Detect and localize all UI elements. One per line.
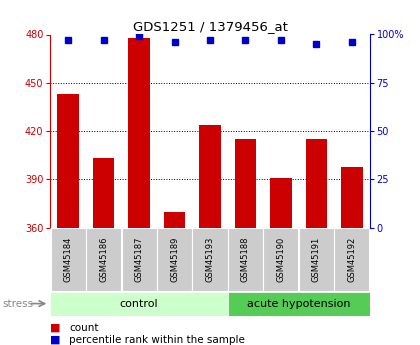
FancyBboxPatch shape [263,228,299,291]
Text: GSM45191: GSM45191 [312,237,321,282]
Text: GSM45189: GSM45189 [170,237,179,282]
Bar [270,178,291,228]
Bar [58,94,79,228]
Text: acute hypotension: acute hypotension [247,299,350,308]
Text: GSM45186: GSM45186 [99,237,108,282]
Text: ■: ■ [50,335,61,345]
Bar [164,211,185,228]
Text: GSM45192: GSM45192 [347,237,356,282]
Bar [306,139,327,228]
FancyBboxPatch shape [192,228,228,291]
Text: stress: stress [2,299,33,308]
Text: GSM45188: GSM45188 [241,237,250,282]
FancyBboxPatch shape [228,292,370,316]
FancyBboxPatch shape [299,228,334,291]
Text: control: control [120,299,158,308]
Text: count: count [69,323,99,333]
FancyBboxPatch shape [228,228,263,291]
Text: GSM45193: GSM45193 [205,237,215,282]
Text: GSM45190: GSM45190 [276,237,286,282]
Bar [235,139,256,228]
Text: percentile rank within the sample: percentile rank within the sample [69,335,245,345]
Bar [341,167,362,228]
FancyBboxPatch shape [50,292,228,316]
Bar [93,158,114,228]
FancyBboxPatch shape [157,228,192,291]
Bar [129,38,150,228]
Text: GSM45187: GSM45187 [134,237,144,282]
Text: ■: ■ [50,323,61,333]
FancyBboxPatch shape [334,228,370,291]
FancyBboxPatch shape [50,228,86,291]
FancyBboxPatch shape [86,228,121,291]
FancyBboxPatch shape [121,228,157,291]
Text: GSM45184: GSM45184 [64,237,73,282]
Bar [200,125,221,228]
Title: GDS1251 / 1379456_at: GDS1251 / 1379456_at [133,20,287,33]
